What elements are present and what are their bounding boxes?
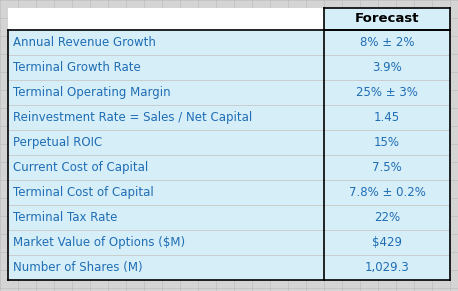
Bar bbox=[324, 30, 450, 55]
Text: 3.9%: 3.9% bbox=[372, 61, 402, 74]
Text: $429: $429 bbox=[372, 236, 402, 249]
Text: Terminal Cost of Capital: Terminal Cost of Capital bbox=[13, 186, 154, 199]
Bar bbox=[324, 180, 450, 205]
Bar bbox=[324, 105, 450, 130]
Text: 1.45: 1.45 bbox=[374, 111, 400, 124]
Bar bbox=[324, 230, 450, 255]
Text: 15%: 15% bbox=[374, 136, 400, 149]
Bar bbox=[8, 55, 324, 80]
Bar bbox=[8, 255, 324, 280]
Bar bbox=[8, 105, 324, 130]
Bar bbox=[8, 155, 324, 180]
Text: 7.5%: 7.5% bbox=[372, 161, 402, 174]
Text: Terminal Growth Rate: Terminal Growth Rate bbox=[13, 61, 141, 74]
Bar bbox=[324, 130, 450, 155]
Text: Market Value of Options ($M): Market Value of Options ($M) bbox=[13, 236, 185, 249]
Bar bbox=[324, 255, 450, 280]
Text: Current Cost of Capital: Current Cost of Capital bbox=[13, 161, 148, 174]
Bar bbox=[8, 205, 324, 230]
Text: 25% ± 3%: 25% ± 3% bbox=[356, 86, 418, 99]
Bar bbox=[324, 205, 450, 230]
Bar bbox=[8, 180, 324, 205]
Text: Terminal Tax Rate: Terminal Tax Rate bbox=[13, 211, 117, 224]
Text: Perpetual ROIC: Perpetual ROIC bbox=[13, 136, 102, 149]
Text: Reinvestment Rate = Sales / Net Capital: Reinvestment Rate = Sales / Net Capital bbox=[13, 111, 252, 124]
Text: Terminal Operating Margin: Terminal Operating Margin bbox=[13, 86, 171, 99]
Text: 8% ± 2%: 8% ± 2% bbox=[360, 36, 414, 49]
Text: Forecast: Forecast bbox=[355, 13, 419, 26]
Bar bbox=[324, 8, 450, 30]
Text: 1,029.3: 1,029.3 bbox=[365, 261, 409, 274]
Bar bbox=[324, 155, 450, 180]
Bar bbox=[324, 55, 450, 80]
Bar bbox=[8, 230, 324, 255]
Text: 22%: 22% bbox=[374, 211, 400, 224]
Bar bbox=[8, 80, 324, 105]
Bar bbox=[8, 8, 324, 30]
Text: 7.8% ± 0.2%: 7.8% ± 0.2% bbox=[349, 186, 425, 199]
Bar bbox=[8, 130, 324, 155]
Text: Number of Shares (M): Number of Shares (M) bbox=[13, 261, 142, 274]
Bar bbox=[8, 30, 324, 55]
Text: Annual Revenue Growth: Annual Revenue Growth bbox=[13, 36, 156, 49]
Bar bbox=[324, 80, 450, 105]
